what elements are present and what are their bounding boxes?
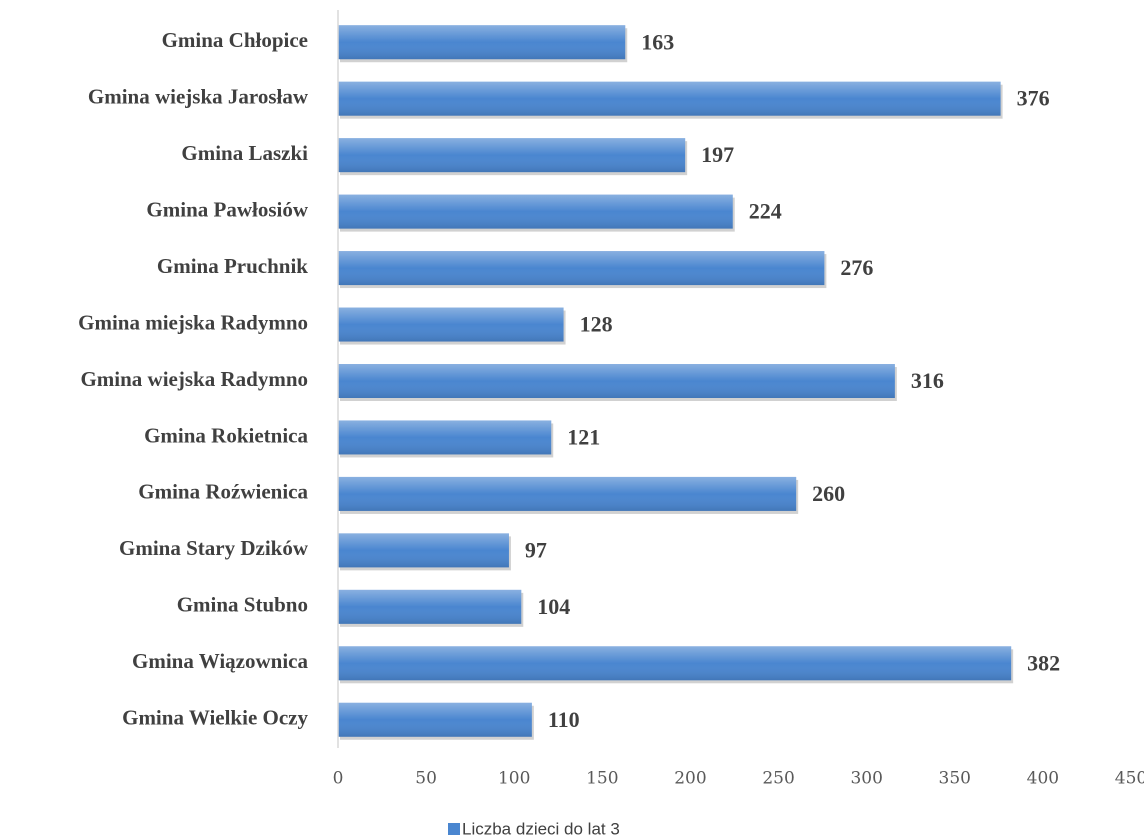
bar-shine: [338, 476, 797, 511]
y-tick-label: Gmina Laszki: [181, 141, 308, 165]
value-label: 121: [567, 425, 600, 450]
y-tick-label: Gmina Roźwienica: [138, 480, 308, 504]
value-label: 224: [749, 199, 782, 224]
x-tick-label: 0: [333, 769, 344, 789]
value-label: 316: [911, 368, 944, 393]
legend-swatch: [448, 823, 460, 835]
bar-shine: [338, 702, 532, 737]
bar-shine: [338, 307, 564, 342]
y-tick-label: Gmina Chłopice: [162, 28, 308, 52]
value-label: 128: [580, 312, 613, 337]
bar-shine: [338, 646, 1012, 681]
bar-shine: [338, 81, 1001, 116]
y-tick-label: Gmina Pawłosiów: [146, 197, 308, 221]
y-tick-label: Gmina wiejska Radymno: [80, 367, 308, 391]
x-tick-label: 450: [1115, 769, 1144, 789]
y-tick-label: Gmina wiejska Jarosław: [88, 85, 309, 109]
value-label: 382: [1027, 650, 1060, 675]
y-tick-label: Gmina Wiązownica: [132, 649, 308, 673]
y-tick-label: Gmina Pruchnik: [157, 254, 308, 278]
bar-shine: [338, 364, 895, 398]
value-label: 276: [840, 255, 873, 280]
y-tick-label: Gmina Rokietnica: [144, 423, 308, 447]
bar-shine: [338, 194, 733, 229]
bar-shine: [338, 251, 825, 286]
bar-shine: [338, 25, 626, 60]
value-label: 197: [701, 142, 734, 167]
value-label: 163: [641, 29, 674, 54]
value-label: 104: [537, 594, 570, 619]
legend-label: Liczba dzieci do lat 3: [462, 819, 620, 838]
x-tick-label: 250: [762, 769, 794, 789]
y-tick-label: Gmina Stary Dzików: [119, 536, 309, 560]
x-tick-label: 350: [939, 769, 971, 789]
y-tick-label: Gmina Wielkie Oczy: [122, 706, 308, 730]
value-label: 97: [525, 537, 547, 562]
x-tick-label: 300: [850, 769, 882, 789]
bar-shine: [338, 589, 522, 624]
value-label: 110: [548, 707, 580, 732]
y-tick-label: Gmina miejska Radymno: [78, 310, 308, 334]
x-tick-label: 150: [586, 769, 618, 789]
bar-shine: [338, 138, 686, 173]
y-tick-label: Gmina Stubno: [177, 593, 308, 617]
bar-shine: [338, 420, 552, 455]
bar-shine: [338, 533, 509, 568]
value-label: 376: [1017, 86, 1050, 111]
x-tick-label: 100: [498, 769, 530, 789]
x-tick-label: 50: [415, 769, 437, 789]
x-tick-label: 200: [674, 769, 706, 789]
value-label: 260: [812, 481, 845, 506]
x-tick-label: 400: [1027, 769, 1059, 789]
